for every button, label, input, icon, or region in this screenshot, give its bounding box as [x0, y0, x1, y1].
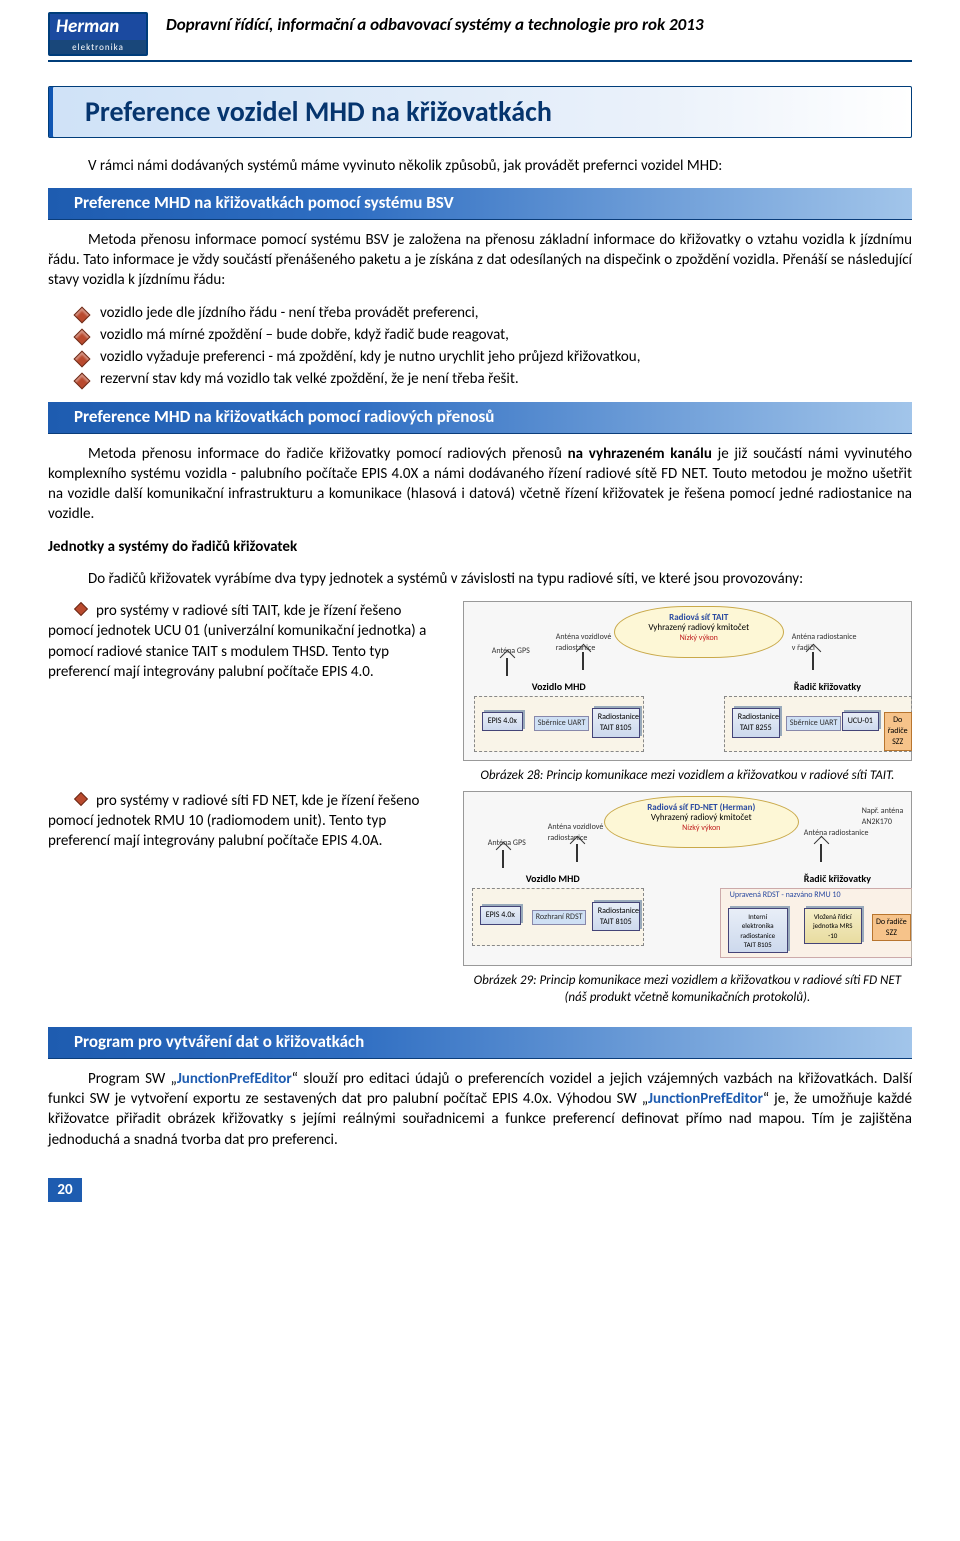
- bsv-bullets: vozidlo jede dle jízdního řádu - není tř…: [76, 303, 912, 390]
- radio-paragraph: Metoda přenosu informace do řadiče křižo…: [48, 444, 912, 525]
- page-header: Herman elektronika Dopravní řídící, info…: [48, 12, 912, 62]
- page-number: 20: [48, 1178, 82, 1202]
- figure-28-caption: Obrázek 28: Princip komunikace mezi vozi…: [463, 767, 912, 785]
- logo-subbrand: elektronika: [50, 40, 146, 56]
- tait-text: pro systémy v radiové síti TAIT, kde je …: [48, 602, 426, 681]
- fdnet-text: pro systémy v radiové síti FD NET, kde j…: [48, 792, 419, 851]
- section-program-heading: Program pro vytváření dat o křižovatkách: [48, 1027, 912, 1059]
- list-item: vozidlo jede dle jízdního řádu - není tř…: [76, 303, 912, 323]
- program-paragraph: Program SW „JunctionPrefEditor“ slouží p…: [48, 1069, 912, 1150]
- bullet-icon: [74, 602, 88, 616]
- figure-28-diagram: Radiová síť TAIT Vyhrazený radiový kmito…: [463, 601, 912, 761]
- fdnet-block: Radiová síť FD-NET (Herman) Vyhrazený ra…: [48, 791, 912, 1007]
- intro-paragraph: V rámci námi dodávaných systémů máme vyv…: [48, 156, 912, 176]
- section-radio-heading: Preference MHD na křižovatkách pomocí ra…: [48, 402, 912, 434]
- logo: Herman elektronika: [48, 12, 148, 56]
- header-title: Dopravní řídící, informační a odbavovací…: [166, 12, 703, 37]
- list-item: vozidlo má mírné zpoždění – bude dobře, …: [76, 325, 912, 345]
- section-bsv-heading: Preference MHD na křižovatkách pomocí sy…: [48, 188, 912, 220]
- list-item: vozidlo vyžaduje preferenci - má zpožděn…: [76, 347, 912, 367]
- figure-29-diagram: Radiová síť FD-NET (Herman) Vyhrazený ra…: [463, 791, 912, 966]
- page-title: Preference vozidel MHD na křižovatkách: [48, 86, 912, 138]
- units-subheading: Jednotky a systémy do řadičů křižovatek: [48, 537, 912, 557]
- bullet-icon: [74, 792, 88, 806]
- tait-block: Radiová síť TAIT Vyhrazený radiový kmito…: [48, 601, 912, 785]
- list-item: rezervní stav kdy má vozidlo tak velké z…: [76, 369, 912, 389]
- figure-29-caption: Obrázek 29: Princip komunikace mezi vozi…: [463, 972, 912, 1007]
- units-intro: Do řadičů křižovatek vyrábíme dva typy j…: [48, 569, 912, 589]
- logo-brand: Herman: [50, 14, 146, 40]
- bsv-paragraph: Metoda přenosu informace pomocí systému …: [48, 230, 912, 291]
